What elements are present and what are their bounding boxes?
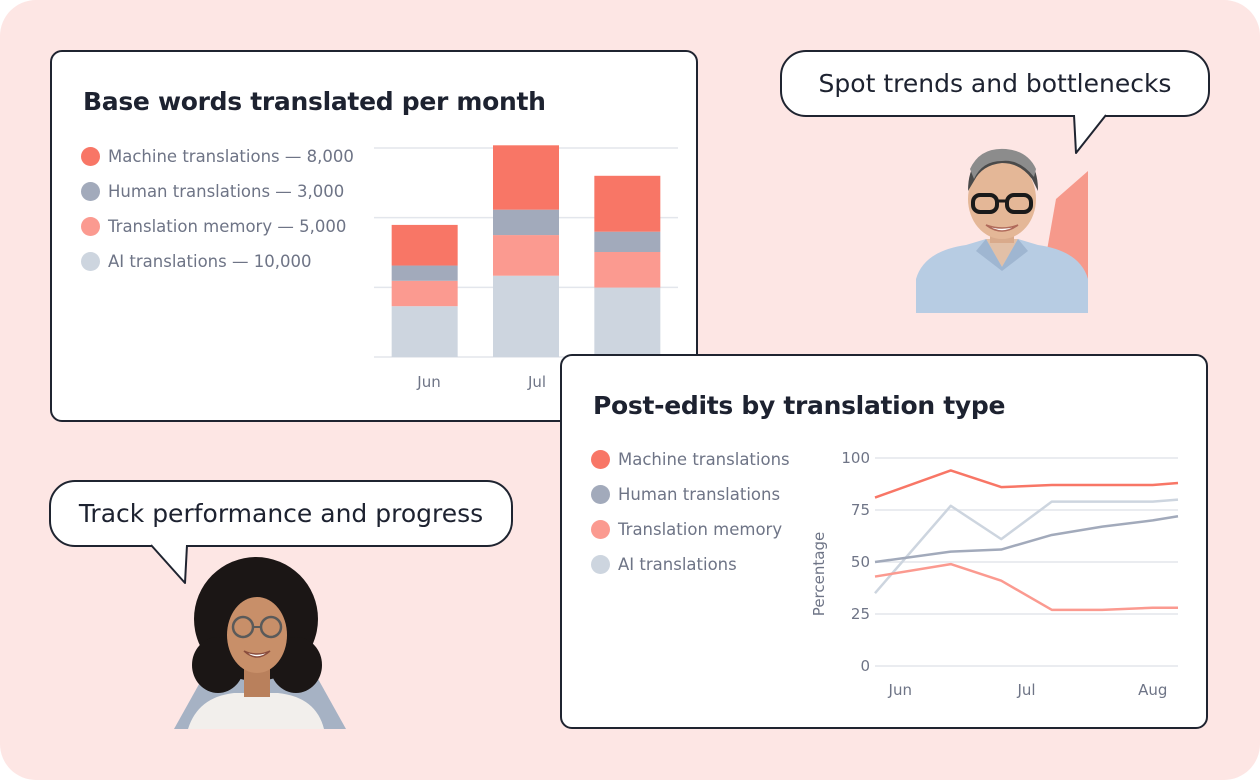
legend-item-ai: AI translations — 10,000	[81, 244, 354, 279]
legend-item-human: Human translations	[591, 477, 790, 512]
bar-segment	[391, 224, 458, 266]
series-line	[874, 515, 1179, 564]
legend-swatch-machine	[81, 147, 100, 166]
legend-label-ai: AI translations	[618, 555, 737, 574]
bar-chart-legend: Machine translations — 8,000 Human trans…	[81, 139, 354, 279]
legend-label-memory: Translation memory — 5,000	[108, 217, 347, 236]
legend-item-memory: Translation memory — 5,000	[81, 209, 354, 244]
legend-item-machine: Machine translations	[591, 442, 790, 477]
legend-label-ai: AI translations — 10,000	[108, 252, 312, 271]
legend-label-human: Human translations	[618, 485, 781, 504]
x-tick-label: Jun	[416, 373, 440, 391]
speech-bubble-tail	[1073, 114, 1107, 154]
legend-label-memory: Translation memory	[618, 520, 783, 539]
bar-segment	[493, 235, 559, 276]
y-tick-label: 75	[851, 501, 870, 519]
bar-segment	[391, 306, 458, 357]
bar-segment	[594, 252, 661, 288]
legend-label-machine: Machine translations	[618, 450, 790, 469]
woman-with-glasses-photo	[174, 557, 346, 729]
post-edits-card: Post-edits by translation type Machine t…	[560, 354, 1208, 729]
bar-segment	[391, 280, 458, 307]
x-tick-label: Jun	[888, 681, 912, 699]
bar-segment	[594, 231, 661, 252]
speech-bubble-tail	[150, 544, 188, 584]
legend-swatch-memory	[591, 520, 610, 539]
legend-label-human: Human translations — 3,000	[108, 182, 345, 201]
y-tick-label: 100	[841, 449, 870, 467]
words-translated-card: Base words translated per month Machine …	[50, 50, 698, 422]
speech-text-trends: Spot trends and bottlenecks	[818, 69, 1172, 98]
x-tick-label: Aug	[1138, 681, 1167, 699]
person-avatar-woman	[174, 557, 346, 729]
line-chart: Percentage 100 75 50 25 0 Jun Jul Aug	[810, 449, 1179, 699]
x-tick-label: Jul	[1016, 681, 1035, 699]
speech-text-track: Track performance and progress	[78, 499, 484, 528]
bar-segment	[493, 209, 559, 236]
legend-item-human: Human translations — 3,000	[81, 174, 354, 209]
bar-chart-title: Base words translated per month	[83, 87, 546, 116]
legend-item-machine: Machine translations — 8,000	[81, 139, 354, 174]
y-tick-label: 25	[851, 605, 870, 623]
series-line	[874, 498, 1179, 595]
y-axis-label: Percentage	[810, 532, 828, 616]
man-with-glasses-photo	[916, 148, 1088, 313]
stacked-bar-chart: Jun Jul	[374, 145, 678, 391]
legend-label-machine: Machine translations — 8,000	[108, 147, 354, 166]
speech-bubble-trends: Spot trends and bottlenecks	[780, 50, 1210, 154]
legend-swatch-ai	[81, 252, 100, 271]
line-chart-title: Post-edits by translation type	[593, 391, 1006, 420]
legend-swatch-human	[591, 485, 610, 504]
person-avatar-man	[916, 139, 1088, 313]
series-line	[874, 562, 1178, 612]
bar-segment	[594, 287, 661, 357]
y-tick-label: 50	[851, 553, 870, 571]
legend-swatch-memory	[81, 217, 100, 236]
bar-segment	[594, 175, 661, 232]
legend-item-memory: Translation memory	[591, 512, 790, 547]
bar-segment	[493, 145, 559, 210]
speech-bubble-track: Track performance and progress	[49, 480, 513, 584]
line-chart-legend: Machine translations Human translations …	[591, 442, 790, 582]
bar-segment	[391, 265, 458, 281]
x-tick-label: Jul	[527, 373, 546, 391]
legend-item-ai: AI translations	[591, 547, 790, 582]
legend-swatch-machine	[591, 450, 610, 469]
legend-swatch-human	[81, 182, 100, 201]
y-tick-label: 0	[860, 657, 870, 675]
series-line	[874, 469, 1179, 499]
bar-segment	[493, 275, 559, 357]
legend-swatch-ai	[591, 555, 610, 574]
